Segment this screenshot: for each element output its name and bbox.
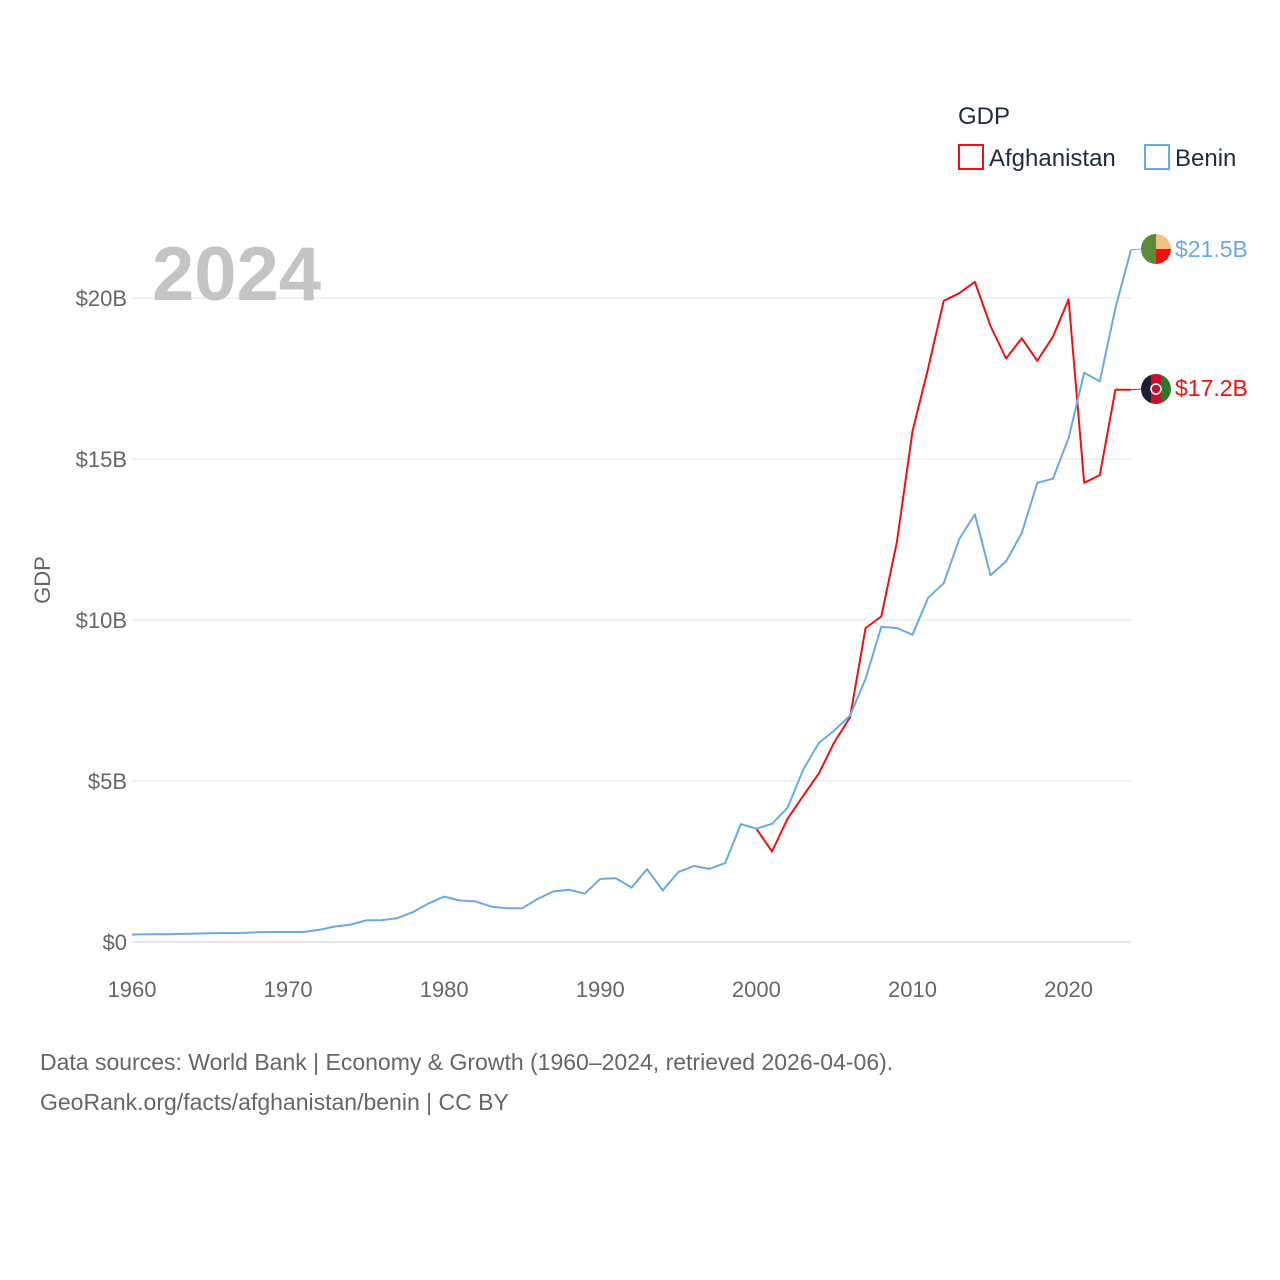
end-connector-afghanistan xyxy=(1130,388,1142,391)
benin-flag-icon xyxy=(1141,234,1171,264)
legend-label-benin[interactable]: Benin xyxy=(1175,145,1236,172)
end-connector-benin xyxy=(1130,248,1142,251)
y-axis-ticks: $0 $5B $10B $15B $20B xyxy=(76,286,127,955)
end-label-afghanistan: $17.2B xyxy=(1175,375,1248,401)
gdp-chart: $0 $5B $10B $15B $20B 1960 1970 1980 1990 2000 20… xyxy=(30,103,1248,1002)
x-tick-label: 2010 xyxy=(888,977,937,1002)
gridlines xyxy=(132,297,1131,943)
source-url: GeoRank.org/facts/afghanistan/benin | CC… xyxy=(40,1089,509,1115)
source-note: Data sources: World Bank | Economy & Gro… xyxy=(40,1042,893,1122)
year-label: 2024 xyxy=(152,232,321,317)
legend-swatch-benin[interactable] xyxy=(1144,144,1170,170)
x-tick-label: 2000 xyxy=(732,977,781,1002)
y-tick-label: $15B xyxy=(76,447,127,472)
series-line-benin xyxy=(131,249,1132,936)
y-axis-title: GDP xyxy=(30,556,55,604)
x-tick-label: 1990 xyxy=(576,977,625,1002)
x-tick-label: 1970 xyxy=(264,977,313,1002)
x-tick-label: 1980 xyxy=(420,977,469,1002)
x-tick-label: 1960 xyxy=(108,977,157,1002)
y-tick-label: $5B xyxy=(88,769,127,794)
end-label-benin: $21.5B xyxy=(1175,236,1248,262)
x-tick-label: 2020 xyxy=(1044,977,1093,1002)
x-axis-ticks: 1960 1970 1980 1990 2000 2010 2020 xyxy=(108,977,1094,1002)
legend[interactable]: GDP Afghanistan Benin xyxy=(958,103,1236,172)
y-tick-label: $10B xyxy=(76,608,127,633)
series-line-afghanistan xyxy=(755,280,1131,853)
afghanistan-flag-icon xyxy=(1141,374,1171,404)
legend-label-afghanistan[interactable]: Afghanistan xyxy=(989,145,1116,172)
y-tick-label: $0 xyxy=(103,930,127,955)
source-line: Data sources: World Bank | Economy & Gro… xyxy=(40,1049,894,1075)
legend-title: GDP xyxy=(958,103,1010,130)
y-tick-label: $20B xyxy=(76,286,127,311)
series-lines xyxy=(131,248,1142,936)
legend-swatch-afghanistan[interactable] xyxy=(958,144,984,170)
